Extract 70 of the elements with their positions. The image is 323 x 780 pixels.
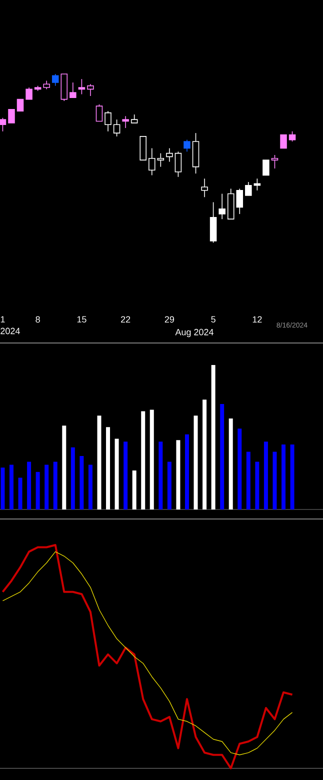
candlestick [271, 154, 278, 169]
x-tick-label: 29 [164, 316, 174, 323]
bar [36, 472, 40, 510]
candlestick [166, 148, 173, 162]
x-tick-label: 15 [77, 316, 86, 323]
candlestick [113, 119, 120, 137]
candlestick [280, 134, 287, 149]
bar [220, 404, 224, 510]
bar [264, 442, 268, 510]
bar [176, 440, 180, 510]
x-tick-label: 12 [252, 316, 262, 323]
bar [62, 426, 66, 510]
bar [282, 444, 286, 510]
x-tick-label: 8 [36, 316, 40, 323]
bar [272, 452, 277, 510]
bar [184, 434, 189, 510]
candlestick [122, 116, 129, 128]
bar [18, 478, 22, 510]
candlestick [157, 152, 164, 168]
bar [228, 418, 233, 510]
bar [70, 447, 75, 510]
bar [141, 411, 146, 510]
candlestick [288, 130, 296, 142]
bar [255, 462, 260, 510]
bar [202, 400, 207, 510]
bar [80, 456, 84, 510]
candlestick [236, 188, 244, 214]
candlestick [0, 117, 6, 132]
bar [0, 468, 5, 510]
candlestick [148, 148, 156, 176]
bar [167, 462, 172, 510]
bar [238, 428, 242, 510]
candlestick [52, 74, 59, 86]
candlestick [26, 87, 32, 100]
bar [114, 438, 119, 510]
bar [9, 464, 14, 510]
bar [88, 464, 92, 510]
candlestick [184, 139, 190, 152]
candlestick [70, 82, 76, 98]
bar [132, 470, 136, 510]
bar [211, 365, 216, 510]
bar [97, 416, 102, 510]
bar [53, 462, 58, 510]
bar [124, 442, 128, 510]
bar [150, 410, 154, 510]
bar [290, 444, 294, 510]
bar [106, 427, 110, 510]
candlestick [262, 160, 270, 176]
candlestick [210, 202, 217, 244]
bar [44, 464, 49, 510]
candlestick [140, 136, 146, 160]
x-tick-label: 5 [211, 316, 216, 323]
candlestick [245, 182, 252, 196]
x-tick-label: 1 [0, 316, 5, 322]
text: Aug 2024 [175, 328, 214, 338]
text: 2024 [0, 328, 20, 334]
candlestick [16, 98, 24, 112]
candlestick [78, 78, 86, 95]
candlestick [218, 193, 226, 220]
bar [27, 462, 32, 510]
bar [246, 452, 250, 510]
x-tick-label: 22 [121, 316, 130, 323]
candlestick [104, 110, 112, 132]
candlestick [87, 84, 94, 96]
candlestick [96, 104, 103, 122]
candlestick [201, 178, 208, 198]
candlestick [174, 151, 182, 178]
candlestick [8, 109, 15, 124]
bar [158, 442, 163, 510]
bar [194, 416, 198, 510]
